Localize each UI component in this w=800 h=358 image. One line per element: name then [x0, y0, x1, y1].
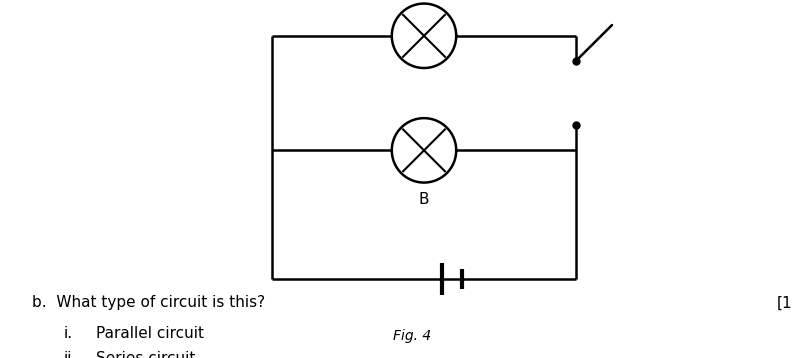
Text: b.  What type of circuit is this?: b. What type of circuit is this?	[32, 295, 265, 310]
Text: i.: i.	[64, 326, 73, 341]
Text: B: B	[418, 192, 430, 207]
Text: Series circuit: Series circuit	[96, 351, 195, 358]
Text: Parallel circuit: Parallel circuit	[96, 326, 204, 341]
Text: [1: [1	[776, 295, 792, 310]
Text: ii.: ii.	[64, 351, 78, 358]
Text: Fig. 4: Fig. 4	[393, 329, 431, 343]
